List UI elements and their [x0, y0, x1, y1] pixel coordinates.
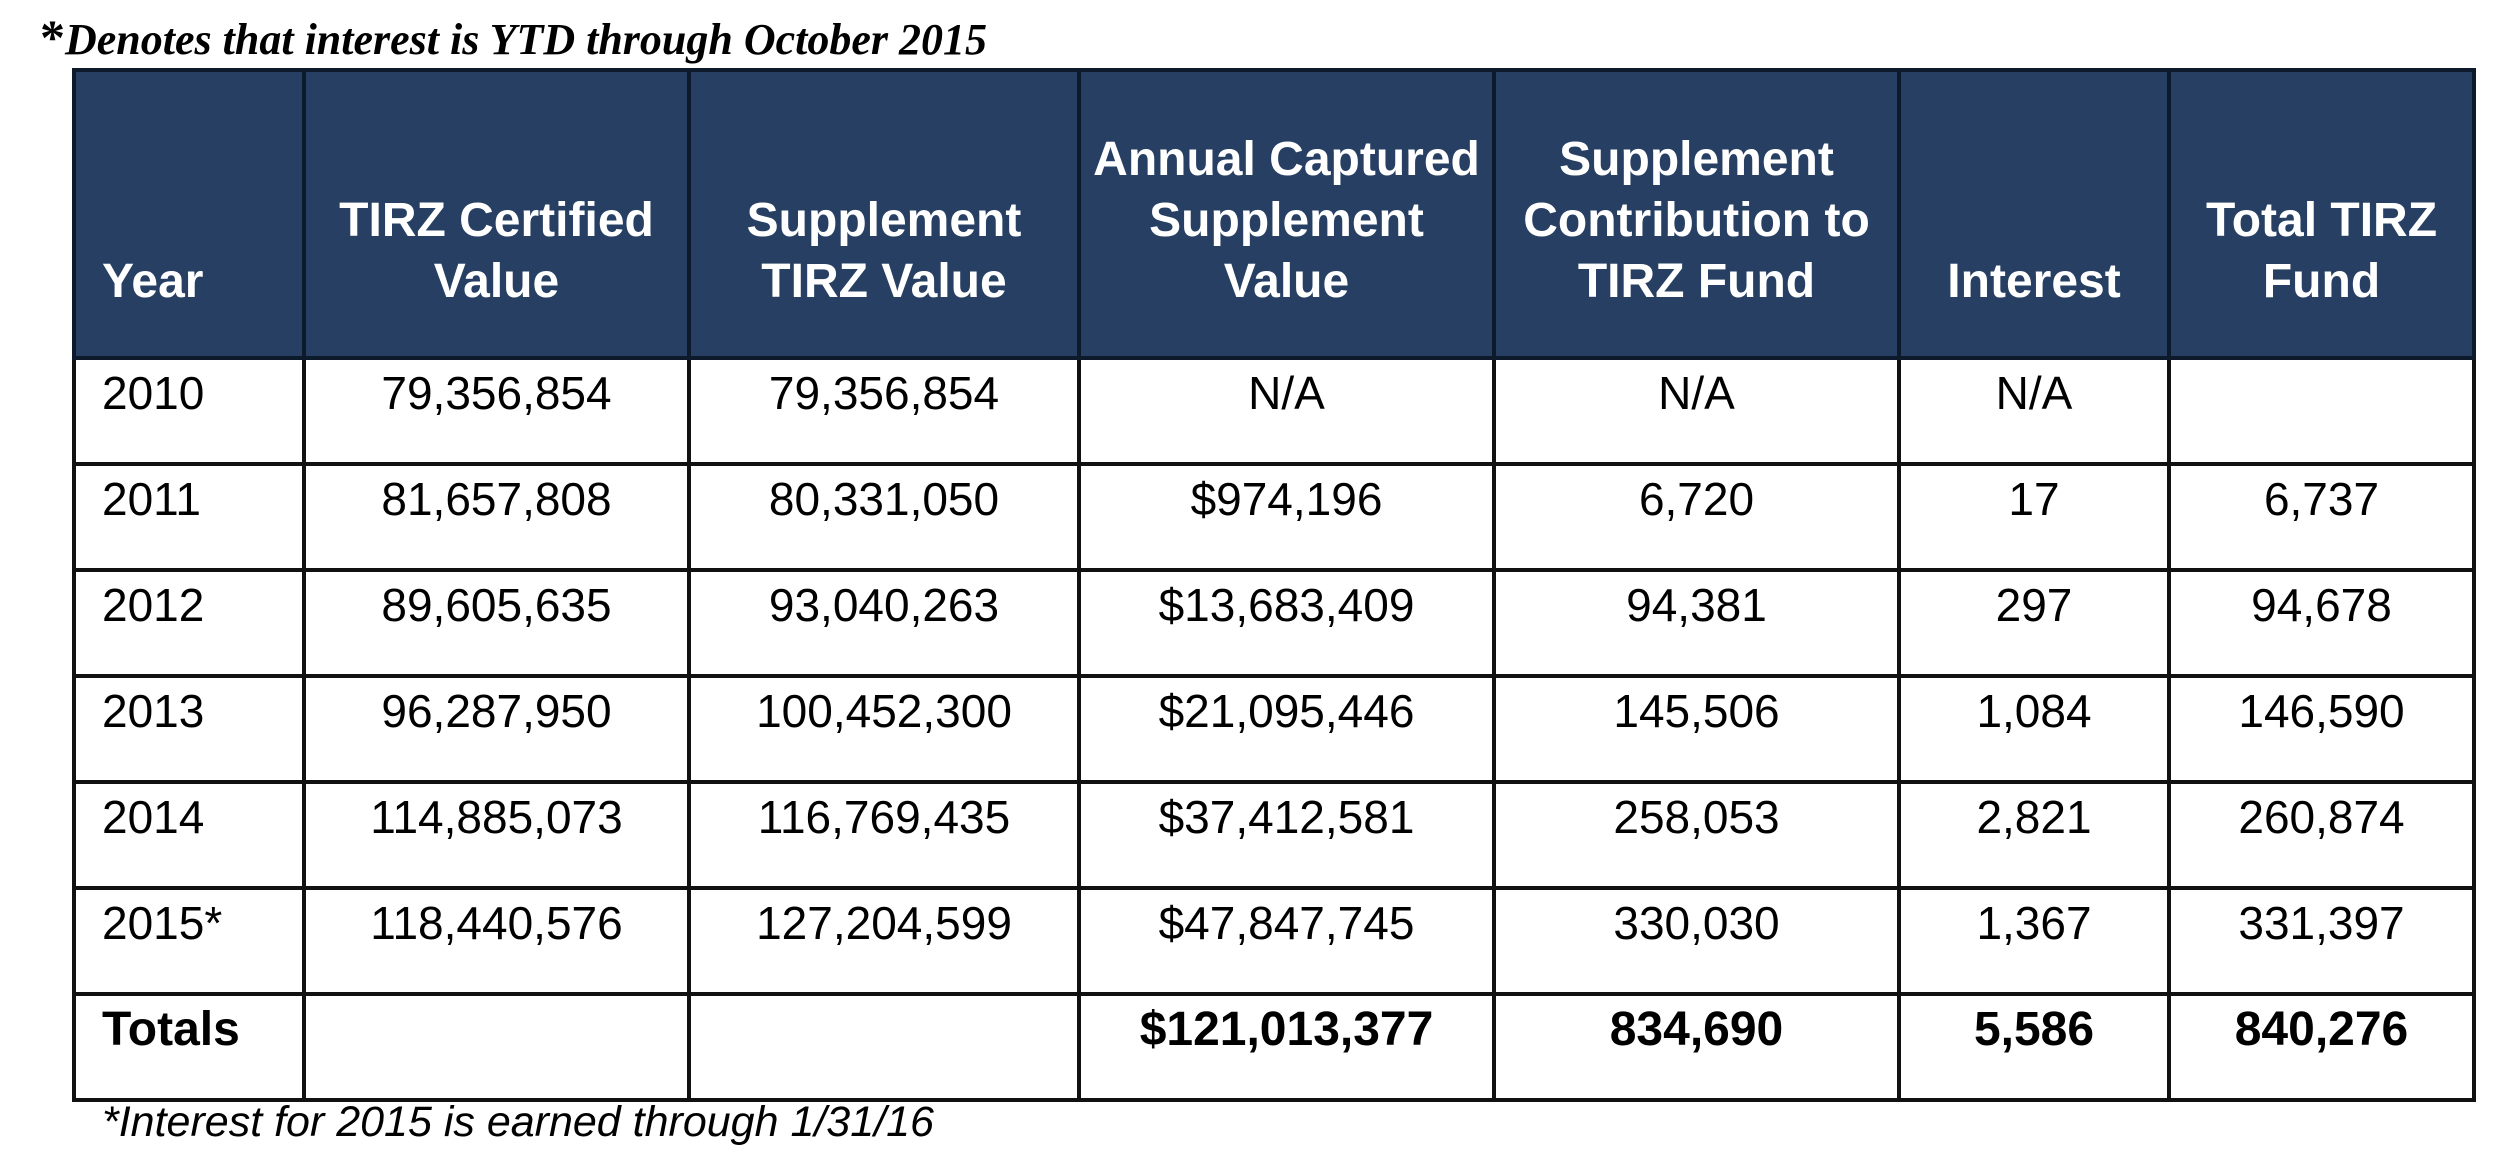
cell-captured: $13,683,409 — [1077, 568, 1496, 678]
header-year: Year — [72, 68, 306, 360]
cell-certified: 114,885,073 — [302, 780, 691, 890]
cell-year: 2010 — [72, 356, 306, 466]
interest-ytd-note: *Denotes that interest is YTD through Oc… — [40, 8, 987, 66]
cell-captured: N/A — [1077, 356, 1496, 466]
tirz-fund-table: Year TIRZ Certified Value Supplement TIR… — [72, 68, 2476, 1102]
note-asterisk: * — [40, 9, 65, 65]
totals-supplement — [687, 992, 1081, 1102]
totals-interest: 5,586 — [1897, 992, 2171, 1102]
cell-total: 331,397 — [2167, 886, 2476, 996]
cell-contribution: 145,506 — [1492, 674, 1901, 784]
cell-certified: 81,657,808 — [302, 462, 691, 572]
cell-certified: 118,440,576 — [302, 886, 691, 996]
cell-certified: 89,605,635 — [302, 568, 691, 678]
cell-contribution: N/A — [1492, 356, 1901, 466]
totals-label: Totals — [72, 992, 306, 1102]
cell-total — [2167, 356, 2476, 466]
note-text: Denotes that interest is YTD through Oct… — [65, 15, 988, 64]
interest-footnote: *Interest for 2015 is earned through 1/3… — [102, 1098, 934, 1146]
cell-contribution: 258,053 — [1492, 780, 1901, 890]
cell-interest: 17 — [1897, 462, 2171, 572]
cell-year: 2014 — [72, 780, 306, 890]
table-row: 2015* 118,440,576 127,204,599 $47,847,74… — [72, 886, 2476, 996]
cell-supplement: 100,452,300 — [687, 674, 1081, 784]
cell-total: 94,678 — [2167, 568, 2476, 678]
cell-interest: 1,367 — [1897, 886, 2171, 996]
table-row: 2013 96,287,950 100,452,300 $21,095,446 … — [72, 674, 2476, 784]
header-row: Year TIRZ Certified Value Supplement TIR… — [72, 68, 2476, 360]
totals-total: 840,276 — [2167, 992, 2476, 1102]
cell-certified: 79,356,854 — [302, 356, 691, 466]
cell-interest: 1,084 — [1897, 674, 2171, 784]
header-total-tirz-fund: Total TIRZ Fund — [2167, 68, 2476, 360]
cell-interest: 2,821 — [1897, 780, 2171, 890]
cell-year: 2015* — [72, 886, 306, 996]
cell-supplement: 116,769,435 — [687, 780, 1081, 890]
cell-total: 146,590 — [2167, 674, 2476, 784]
cell-year: 2011 — [72, 462, 306, 572]
cell-interest: 297 — [1897, 568, 2171, 678]
cell-supplement: 79,356,854 — [687, 356, 1081, 466]
header-supplement-tirz-value: Supplement TIRZ Value — [687, 68, 1081, 360]
header-annual-captured-supplement-value: Annual Captured Supplement Value — [1077, 68, 1496, 360]
cell-supplement: 80,331,050 — [687, 462, 1081, 572]
table-row: 2010 79,356,854 79,356,854 N/A N/A N/A — [72, 356, 2476, 466]
cell-year: 2013 — [72, 674, 306, 784]
cell-contribution: 94,381 — [1492, 568, 1901, 678]
cell-supplement: 93,040,263 — [687, 568, 1081, 678]
table-row: 2011 81,657,808 80,331,050 $974,196 6,72… — [72, 462, 2476, 572]
cell-contribution: 330,030 — [1492, 886, 1901, 996]
totals-contribution: 834,690 — [1492, 992, 1901, 1102]
header-tirz-certified-value: TIRZ Certified Value — [302, 68, 691, 360]
cell-interest: N/A — [1897, 356, 2171, 466]
cell-captured: $21,095,446 — [1077, 674, 1496, 784]
table-row: 2014 114,885,073 116,769,435 $37,412,581… — [72, 780, 2476, 890]
cell-contribution: 6,720 — [1492, 462, 1901, 572]
cell-captured: $37,412,581 — [1077, 780, 1496, 890]
cell-year: 2012 — [72, 568, 306, 678]
cell-certified: 96,287,950 — [302, 674, 691, 784]
cell-supplement: 127,204,599 — [687, 886, 1081, 996]
header-interest: Interest — [1897, 68, 2171, 360]
cell-total: 6,737 — [2167, 462, 2476, 572]
cell-captured: $974,196 — [1077, 462, 1496, 572]
header-supplement-contribution: Supplement Contribution to TIRZ Fund — [1492, 68, 1901, 360]
cell-captured: $47,847,745 — [1077, 886, 1496, 996]
totals-certified — [302, 992, 691, 1102]
table-row: 2012 89,605,635 93,040,263 $13,683,409 9… — [72, 568, 2476, 678]
totals-row: Totals $121,013,377 834,690 5,586 840,27… — [72, 992, 2476, 1102]
totals-captured: $121,013,377 — [1077, 992, 1496, 1102]
cell-total: 260,874 — [2167, 780, 2476, 890]
